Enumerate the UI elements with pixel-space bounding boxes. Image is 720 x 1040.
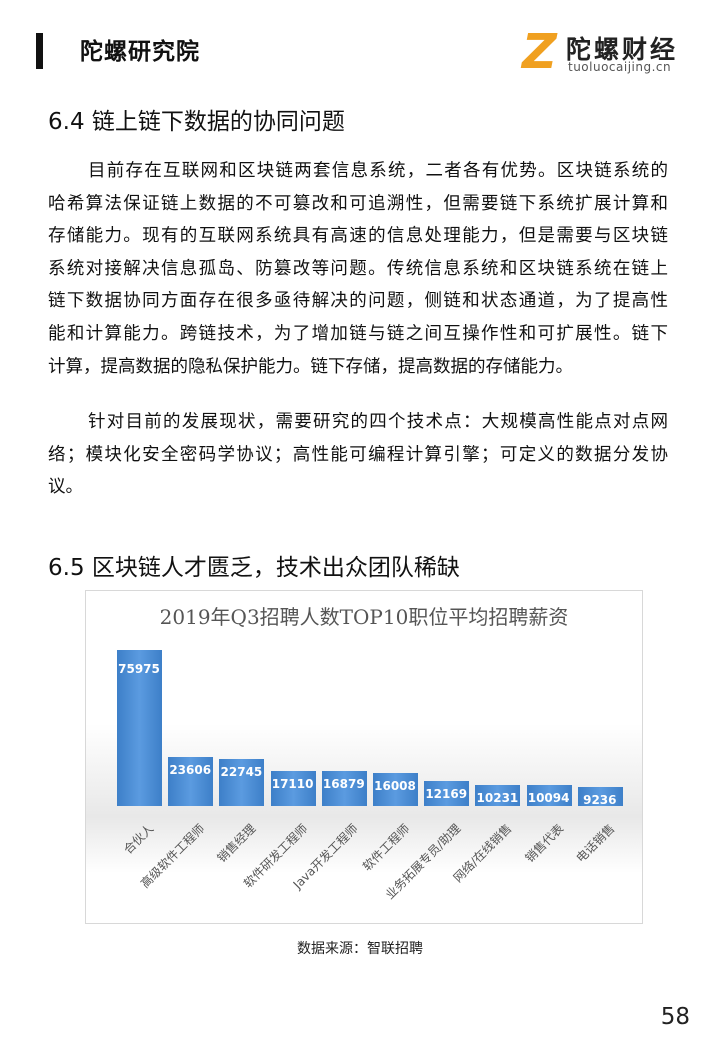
logo-z-icon: Z [522, 24, 557, 80]
paragraph-line: 络；模块化安全密码学协议；高性能可编程计算引擎；可定义的数据分发协 [48, 444, 668, 465]
paragraph-line: 链下数据协同方面存在很多亟待解决的问题，侧链和状态通道，为了提高性 [48, 291, 668, 312]
data-label: 22745 [220, 765, 263, 780]
paragraph-line: 能和计算能力。跨链技术，为了增加链与链之间互操作性和可扩展性。链下 [48, 323, 668, 344]
data-label: 75975 [118, 661, 160, 676]
category-label: 电话销售 [573, 821, 618, 866]
data-label: 17110 [271, 776, 314, 791]
bar [270, 770, 316, 806]
bar [321, 771, 367, 806]
paragraph-line: 议。 [48, 477, 83, 498]
paragraph-line: 哈希算法保证链上数据的不可篡改和可追溯性，但需要链下系统扩展计算和 [48, 193, 668, 214]
data-label: 16879 [322, 777, 365, 792]
data-label: 12169 [425, 786, 468, 801]
category-label: 销售代表 [522, 821, 566, 866]
bar [475, 784, 521, 806]
bar [373, 773, 418, 806]
logo: Z 陀螺财经 tuoluocaijing.cn [522, 28, 682, 78]
logo-url: tuoluocaijing.cn [568, 60, 672, 74]
category-label: 合伙人 [120, 821, 157, 857]
data-label: 16008 [374, 779, 416, 794]
section-title-6-4: 6.4 链上链下数据的协同问题 [48, 109, 345, 135]
paragraph-line: 目前存在互联网和区块链两套信息系统，二者各有优势。区块链系统的 [88, 161, 668, 181]
data-label: 10231 [476, 790, 519, 805]
paragraph-1: 目前存在互联网和区块链两套信息系统，二者各有优势。区块链系统的哈希算法保证链上数… [48, 155, 668, 383]
bar [577, 787, 623, 806]
header-accent-bar [36, 33, 43, 69]
brand-name: 陀螺研究院 [80, 39, 200, 65]
bar [168, 757, 214, 806]
data-label: 10094 [527, 791, 570, 806]
paragraph-2: 针对目前的发展现状，需要研究的四个技术点：大规模高性能点对点网络；模块化安全密码… [48, 406, 668, 504]
bar [424, 780, 470, 806]
category-label: 销售经理 [214, 821, 259, 866]
paragraph-line: 系统对接解决信息孤岛、防篡改等问题。传统信息系统和区块链系统在链上 [48, 258, 668, 279]
bar [526, 785, 572, 806]
bar [219, 759, 265, 806]
data-label: 23606 [169, 763, 212, 778]
chart-source-caption: 数据来源：智联招聘 [297, 941, 423, 957]
paragraph-line: 存储能力。现有的互联网系统具有高速的信息处理能力，但是需要与区块链 [48, 226, 668, 247]
logo-text: 陀螺财经 [566, 35, 679, 64]
paragraph-line: 针对目前的发展现状，需要研究的四个技术点：大规模高性能点对点网 [88, 412, 668, 432]
bar-chart: 2019年Q3招聘人数TOP10职位平均招聘薪资 75975 合伙人 23606 高级… [85, 590, 643, 924]
data-label: 9236 [583, 793, 617, 808]
section-title-6-5: 6.5 区块链人才匮乏，技术出众团队稀缺 [48, 555, 460, 581]
bar [117, 649, 162, 806]
page-number: 58 [660, 1004, 690, 1030]
paragraph-line: 计算，提高数据的隐私保护能力。链下存储，提高数据的存储能力。 [48, 356, 573, 377]
chart-title: 2019年Q3招聘人数TOP10职位平均招聘薪资 [159, 605, 569, 629]
